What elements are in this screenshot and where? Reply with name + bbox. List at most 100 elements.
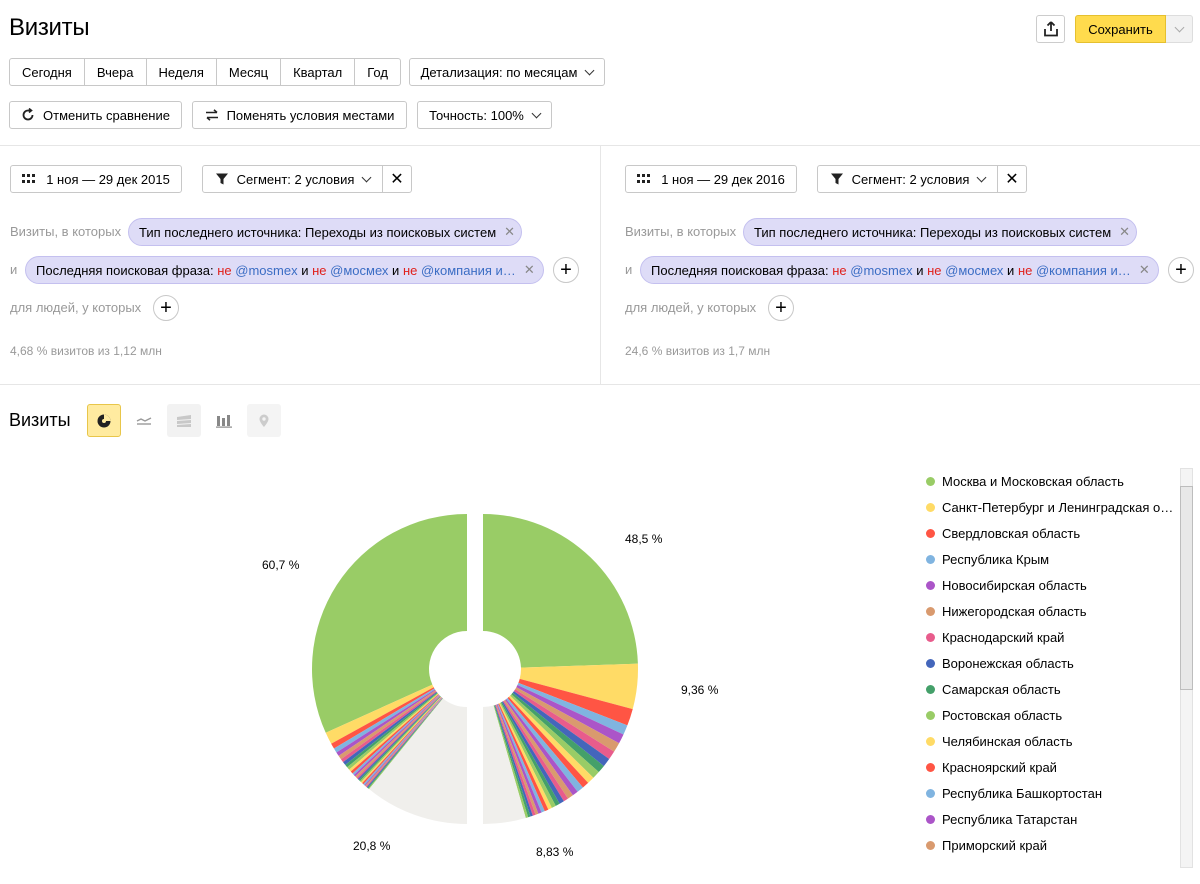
pie-slice[interactable] xyxy=(331,687,435,749)
pie-slice[interactable] xyxy=(507,696,589,788)
chart-type-bar-button[interactable] xyxy=(207,404,241,437)
segment-left-dropdown[interactable]: Сегмент: 2 условия xyxy=(202,165,383,193)
pie-slice[interactable] xyxy=(500,702,560,806)
pie-slice[interactable] xyxy=(338,690,437,760)
chart-type-area-button[interactable] xyxy=(167,404,201,437)
pie-slice[interactable] xyxy=(495,704,539,815)
pie-slice[interactable] xyxy=(503,699,573,799)
pie-slice[interactable] xyxy=(493,705,529,818)
pie-slice[interactable] xyxy=(501,701,564,804)
pie-slice[interactable] xyxy=(356,695,441,779)
add-condition-button[interactable]: + xyxy=(553,257,579,283)
pie-slice[interactable] xyxy=(347,693,439,770)
legend-item[interactable]: Приморский край xyxy=(925,832,1047,858)
pie-slice[interactable] xyxy=(497,703,545,813)
pie-slice[interactable] xyxy=(513,689,615,760)
legend-scrollbar-thumb[interactable] xyxy=(1180,486,1193,690)
period-month[interactable]: Месяц xyxy=(217,59,282,85)
condition-chip-phrase[interactable]: Последняя поисковая фраза: не @mosmex и … xyxy=(640,256,1159,284)
legend-item[interactable]: Нижегородская область xyxy=(925,598,1087,624)
pie-slice[interactable] xyxy=(349,693,439,772)
pie-slice[interactable] xyxy=(483,705,526,824)
legend-item[interactable]: Новосибирская область xyxy=(925,572,1087,598)
legend-item[interactable]: Республика Крым xyxy=(925,546,1049,572)
pie-slice[interactable] xyxy=(483,514,638,668)
period-year[interactable]: Год xyxy=(367,64,388,80)
chart-type-line-button[interactable] xyxy=(127,404,161,437)
pie-slice[interactable] xyxy=(494,704,533,817)
legend-item[interactable]: Республика Башкортостан xyxy=(925,780,1102,806)
pie-slice[interactable] xyxy=(345,692,438,768)
pie-slice[interactable] xyxy=(353,694,440,777)
pie-slice[interactable] xyxy=(367,698,443,789)
close-icon[interactable]: ✕ xyxy=(523,262,535,277)
pie-slice[interactable] xyxy=(365,697,443,787)
condition-chip-source[interactable]: Тип последнего источника: Переходы из по… xyxy=(743,218,1137,246)
pie-slice[interactable] xyxy=(350,694,439,774)
legend-item[interactable]: Республика Татарстан xyxy=(925,806,1077,832)
legend-item[interactable]: Ростовская область xyxy=(925,702,1062,728)
legend-item[interactable]: Москва и Московская область xyxy=(925,468,1124,494)
pie-slice[interactable] xyxy=(359,696,442,783)
pie-slice[interactable] xyxy=(515,687,620,752)
segment-right-dropdown[interactable]: Сегмент: 2 условия xyxy=(817,165,998,193)
pie-slice[interactable] xyxy=(333,688,435,753)
pie-slice[interactable] xyxy=(505,699,578,796)
accuracy-dropdown[interactable]: Точность: 100% xyxy=(417,101,552,129)
condition-chip-source[interactable]: Тип последнего источника: Переходы из по… xyxy=(128,218,522,246)
period-week[interactable]: Неделя xyxy=(147,59,217,85)
segment-right-clear-button[interactable]: ✕ xyxy=(997,165,1027,193)
pie-slice[interactable] xyxy=(365,697,443,788)
chart-type-pie-button[interactable] xyxy=(87,404,121,437)
add-people-condition-button[interactable]: + xyxy=(768,295,794,321)
pie-slice[interactable] xyxy=(511,692,604,773)
legend-item[interactable]: Воронежская область xyxy=(925,650,1074,676)
save-options-button[interactable] xyxy=(1166,15,1193,43)
detail-dropdown[interactable]: Детализация: по месяцам xyxy=(409,58,605,86)
period-quarter[interactable]: Квартал xyxy=(281,59,356,85)
pie-slice[interactable] xyxy=(368,698,444,790)
pie-slice[interactable] xyxy=(495,704,536,816)
pie-slice[interactable] xyxy=(508,695,594,783)
legend-item[interactable]: Красноярский край xyxy=(925,754,1057,780)
pie-slice[interactable] xyxy=(510,694,599,778)
swap-conditions-button[interactable]: Поменять условия местами xyxy=(192,101,407,129)
legend-item[interactable]: Краснодарский край xyxy=(925,624,1064,650)
pie-slice[interactable] xyxy=(499,703,552,810)
period-today[interactable]: Сегодня xyxy=(10,59,85,85)
close-icon[interactable]: ✕ xyxy=(1119,224,1131,239)
pie-slice[interactable] xyxy=(340,691,437,763)
pie-slice[interactable] xyxy=(516,685,624,744)
date-range-left-button[interactable]: 1 ноя — 29 дек 2015 xyxy=(10,165,182,193)
chart-type-map-button[interactable] xyxy=(247,404,281,437)
pie-slice[interactable] xyxy=(498,703,549,812)
segment-left-clear-button[interactable]: ✕ xyxy=(382,165,412,193)
pie-slice[interactable] xyxy=(494,705,531,818)
legend-item[interactable]: Санкт-Петербург и Ленинградская об… xyxy=(925,494,1176,520)
add-people-condition-button[interactable]: + xyxy=(153,295,179,321)
legend-item[interactable]: Свердловская область xyxy=(925,520,1080,546)
pie-slice[interactable] xyxy=(355,695,440,778)
pie-slice[interactable] xyxy=(517,682,628,735)
close-icon[interactable]: ✕ xyxy=(504,224,516,239)
pie-slice[interactable] xyxy=(512,691,610,767)
pie-slice[interactable] xyxy=(369,698,467,824)
pie-slice[interactable] xyxy=(502,700,569,802)
pie-slice[interactable] xyxy=(352,694,440,775)
pie-slice[interactable] xyxy=(519,663,638,710)
pie-slice[interactable] xyxy=(366,697,443,788)
close-icon[interactable]: ✕ xyxy=(1138,262,1150,277)
pie-slice[interactable] xyxy=(364,697,443,786)
pie-slice[interactable] xyxy=(363,697,442,786)
pie-slice[interactable] xyxy=(357,695,441,781)
save-button[interactable]: Сохранить xyxy=(1075,15,1166,43)
period-yesterday[interactable]: Вчера xyxy=(85,59,147,85)
pie-slice[interactable] xyxy=(325,684,434,744)
pie-slice[interactable] xyxy=(499,702,556,808)
share-button[interactable] xyxy=(1036,15,1065,43)
legend-item[interactable]: Самарская область xyxy=(925,676,1061,702)
date-range-right-button[interactable]: 1 ноя — 29 дек 2016 xyxy=(625,165,797,193)
cancel-compare-button[interactable]: Отменить сравнение xyxy=(9,101,182,129)
pie-slice[interactable] xyxy=(518,678,633,726)
pie-slice[interactable] xyxy=(336,689,436,756)
